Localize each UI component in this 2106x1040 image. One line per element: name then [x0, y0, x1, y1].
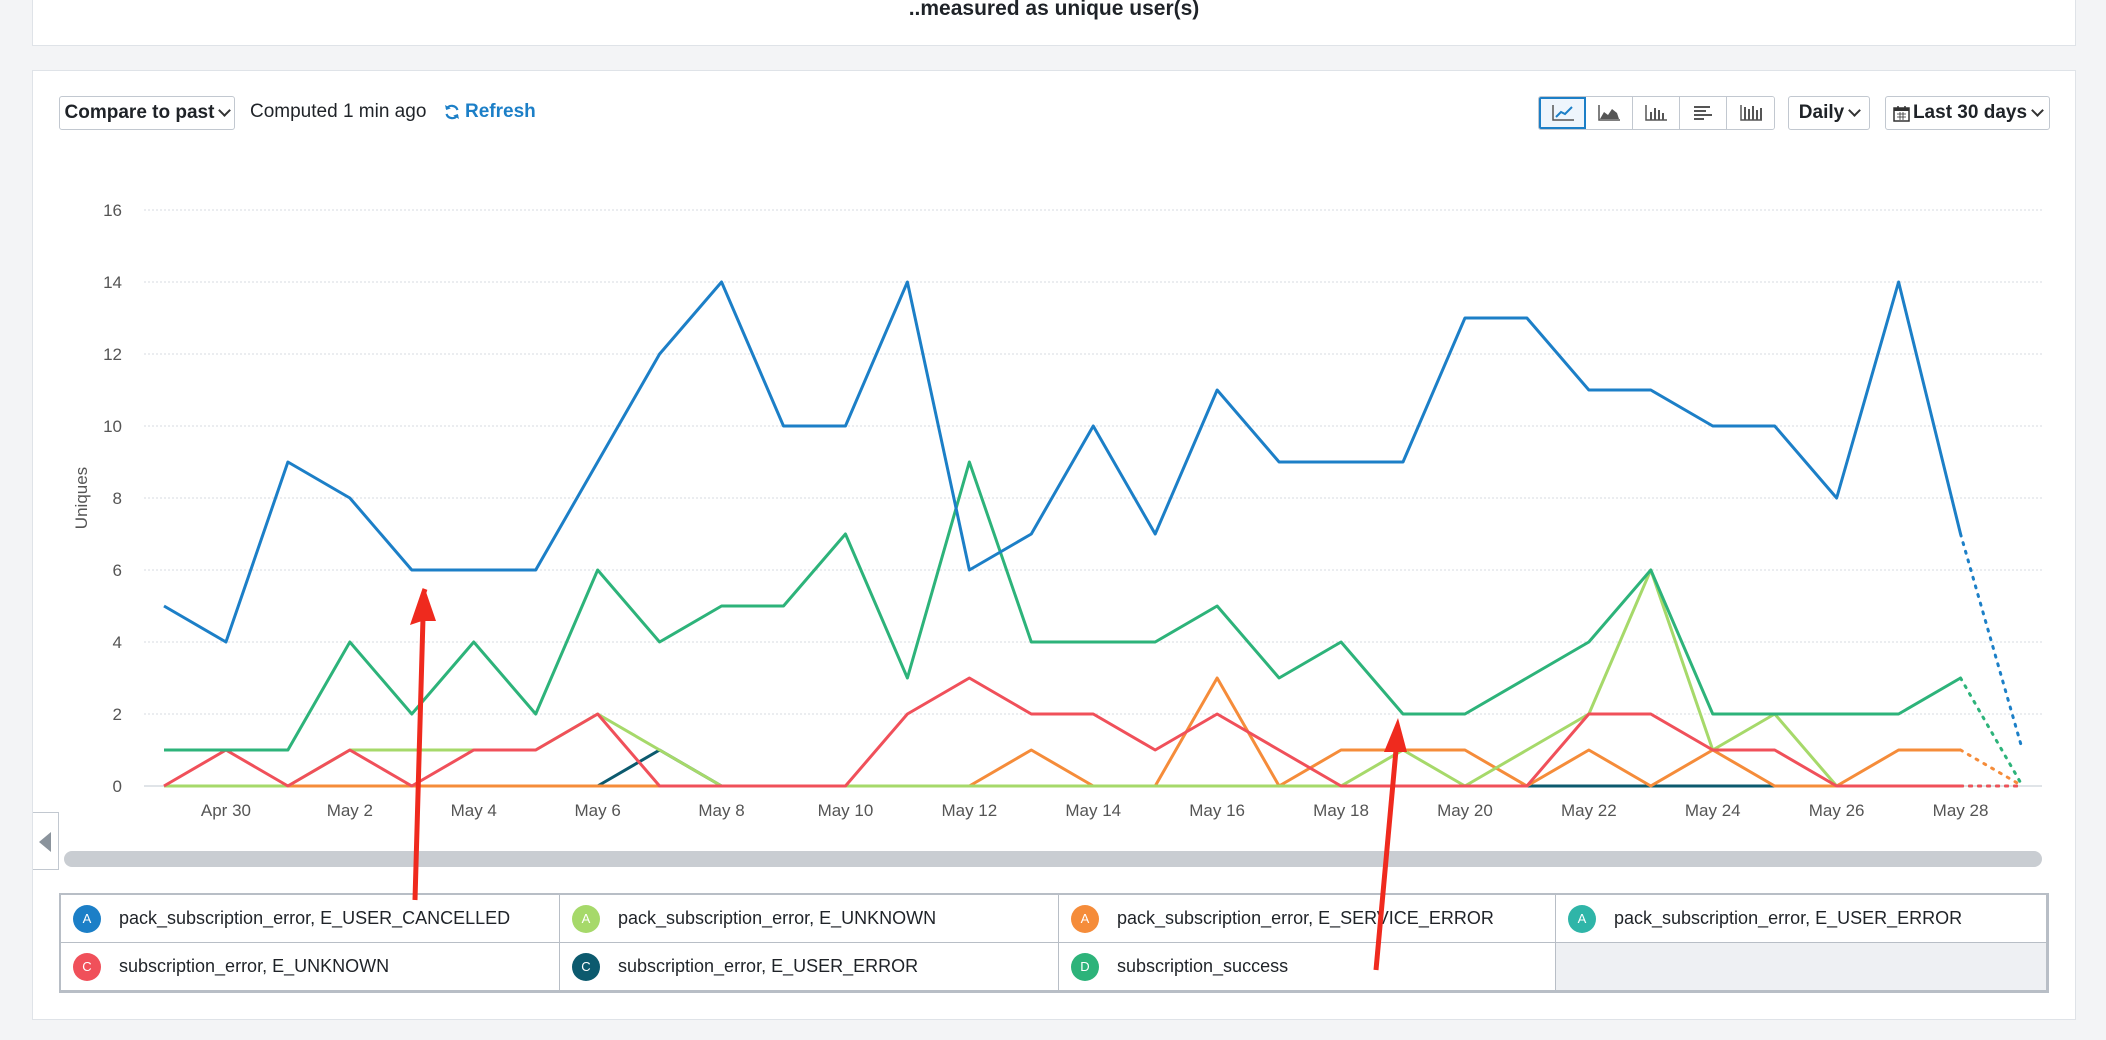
- interval-dropdown[interactable]: Daily: [1788, 96, 1870, 130]
- y-tick-label: 6: [113, 561, 122, 580]
- date-range-label: Last 30 days: [1912, 102, 2028, 123]
- bar-chart-icon: [1645, 105, 1667, 121]
- x-tick-label: May 6: [575, 801, 621, 820]
- chart-type-selector: [1538, 96, 1775, 130]
- stacked-bar-icon: [1739, 105, 1762, 121]
- y-tick-label: 2: [113, 705, 122, 724]
- legend-label: subscription_error, E_UNKNOWN: [119, 956, 390, 976]
- area-chart-button[interactable]: [1586, 97, 1633, 129]
- x-tick-label: May 26: [1809, 801, 1865, 820]
- series-letter-badge: A: [572, 904, 600, 933]
- red-annotation-arrow: [409, 588, 436, 901]
- series-letter-badge: D: [1071, 952, 1099, 981]
- legend-label: subscription_success: [1117, 956, 1289, 976]
- collapse-legend-button[interactable]: [33, 812, 59, 870]
- x-tick-label: May 2: [327, 801, 373, 820]
- y-tick-label: 0: [113, 777, 122, 796]
- horizontal-bar-button[interactable]: [1680, 97, 1727, 129]
- date-range-dropdown[interactable]: Last 30 days: [1885, 96, 2050, 130]
- x-tick-label: May 8: [698, 801, 744, 820]
- x-tick-label: Apr 30: [201, 801, 251, 820]
- refresh-button[interactable]: Refresh: [443, 101, 536, 123]
- series-line-projection: [1959, 676, 2024, 788]
- series-letter-badge: C: [572, 952, 600, 981]
- legend-label: pack_subscription_error, E_USER_CANCELLE…: [119, 908, 511, 928]
- refresh-icon: [445, 104, 459, 120]
- y-tick-label: 8: [113, 489, 122, 508]
- series-line: [163, 280, 1963, 644]
- line-chart-icon: [1551, 105, 1574, 121]
- measured-caption: ..measured as unique user(s): [908, 0, 1200, 20]
- y-tick-label: 16: [103, 201, 122, 220]
- computed-status: Computed 1 min ago: [250, 101, 427, 122]
- x-tick-label: May 20: [1437, 801, 1493, 820]
- refresh-label: Refresh: [465, 101, 536, 122]
- area-chart-icon: [1598, 105, 1620, 121]
- x-tick-label: May 10: [818, 801, 874, 820]
- legend-empty-cell: [1556, 943, 2047, 991]
- x-tick-label: May 4: [451, 801, 497, 820]
- legend-label: subscription_error, E_USER_ERROR: [618, 956, 919, 976]
- legend-label: pack_subscription_error, E_UNKNOWN: [618, 908, 937, 928]
- calendar-icon: [1893, 105, 1910, 122]
- series-letter-badge: A: [1071, 904, 1099, 933]
- interval-label: Daily: [1798, 102, 1845, 123]
- x-tick-label: May 18: [1313, 801, 1369, 820]
- y-tick-label: 12: [103, 345, 122, 364]
- compare-to-past-dropdown[interactable]: Compare to past: [59, 96, 235, 130]
- legend-label: pack_subscription_error, E_SERVICE_ERROR: [1117, 908, 1494, 928]
- series-letter-badge: A: [1568, 904, 1596, 933]
- y-axis-label: Uniques: [72, 467, 91, 529]
- series-line: [164, 676, 1961, 788]
- x-tick-label: May 16: [1189, 801, 1245, 820]
- series-letter-badge: C: [73, 952, 101, 981]
- y-tick-label: 4: [113, 633, 122, 652]
- previous-card: ..measured as unique user(s): [32, 0, 2076, 46]
- x-tick-label: May 28: [1933, 801, 1989, 820]
- x-tick-label: May 24: [1685, 801, 1741, 820]
- red-annotation-arrow: [1373, 718, 1407, 971]
- line-chart: 0 2 4 6 8 10 12 14 16 Uniques Apr 30 May 2 May 4 May …: [72, 201, 2042, 820]
- y-tick-label: 10: [103, 417, 122, 436]
- x-tick-label: May 22: [1561, 801, 1617, 820]
- series-line: [163, 676, 1961, 788]
- series-letter-badge: A: [73, 904, 101, 933]
- horizontal-bar-icon: [1694, 106, 1712, 120]
- stacked-bar-button[interactable]: [1727, 97, 1774, 129]
- compare-label: Compare to past: [64, 102, 215, 123]
- x-tick-label: May 12: [941, 801, 997, 820]
- bar-chart-button[interactable]: [1633, 97, 1680, 129]
- series-line: [164, 460, 1962, 752]
- x-tick-label: May 14: [1065, 801, 1121, 820]
- horizontal-scrollbar[interactable]: [64, 851, 2042, 867]
- legend-label: pack_subscription_error, E_USER_ERROR: [1614, 908, 1963, 928]
- series-line-projection: [1959, 748, 2024, 788]
- series-line-projection: [1959, 532, 2024, 752]
- line-chart-button[interactable]: [1539, 97, 1586, 129]
- y-tick-label: 14: [103, 273, 122, 292]
- series-line: [164, 568, 1961, 788]
